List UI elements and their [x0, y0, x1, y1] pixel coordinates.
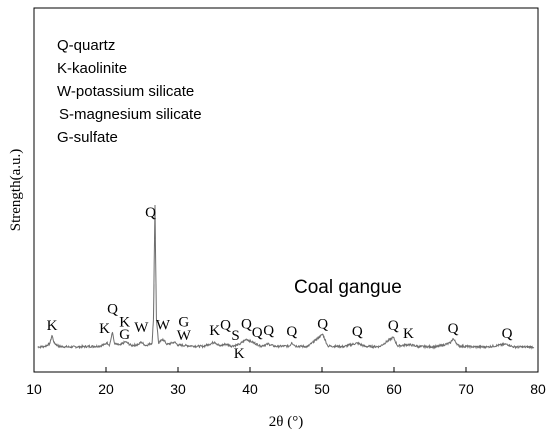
plot-frame	[33, 7, 539, 373]
x-tick-label: 60	[386, 381, 402, 397]
peak-label: Q	[352, 324, 363, 340]
y-axis-label: Strength(a.u.)	[8, 149, 24, 231]
peak-label: K	[403, 326, 414, 342]
peak-label: Q	[241, 316, 252, 332]
peak-label: Q	[263, 323, 274, 339]
peak-label: K	[119, 314, 130, 330]
x-axis-ticks	[33, 367, 539, 372]
x-tick-label: 50	[314, 381, 330, 397]
peak-label: Q	[252, 325, 263, 341]
peak-label: Q	[107, 302, 118, 318]
peak-label: G	[178, 314, 189, 330]
peak-label: Q	[145, 205, 156, 221]
peak-label: Q	[388, 318, 399, 334]
legend-entry: S-magnesium silicate	[59, 106, 202, 123]
peak-label: S	[231, 328, 239, 344]
x-tick-label: 30	[170, 381, 186, 397]
legend-entry: K-kaolinite	[57, 60, 127, 77]
peak-label: Q	[448, 321, 459, 337]
x-tick-label: 10	[26, 381, 42, 397]
series-label: Coal gangue	[294, 277, 402, 298]
legend-entry: Q-quartz	[57, 37, 115, 54]
x-tick-label: 80	[530, 381, 546, 397]
x-axis-tick-labels: 10 20 30 40 50 60 70 80	[26, 381, 546, 397]
peak-label: W	[177, 328, 192, 344]
peak-label: Q	[286, 324, 297, 340]
peak-label: Q	[317, 316, 328, 332]
peak-label: W	[134, 320, 149, 336]
peak-label: Q	[502, 326, 513, 342]
peak-label: K	[47, 318, 58, 334]
x-tick-label: 40	[242, 381, 258, 397]
xrd-pattern-line	[37, 204, 535, 350]
peak-label: G	[119, 327, 130, 343]
peak-label: K	[99, 321, 110, 337]
x-tick-label: 20	[98, 381, 114, 397]
peak-label: W	[156, 317, 171, 333]
peak-label: Q	[220, 317, 231, 333]
legend-entry: G-sulfate	[57, 129, 118, 146]
peak-label: K	[234, 346, 245, 362]
legend: Q-quartz K-kaolinite W-potassium silicat…	[57, 37, 202, 146]
peak-label: K	[209, 323, 220, 339]
x-axis-label: 2θ (°)	[269, 414, 303, 430]
x-tick-label: 70	[458, 381, 474, 397]
legend-entry: W-potassium silicate	[57, 83, 194, 100]
